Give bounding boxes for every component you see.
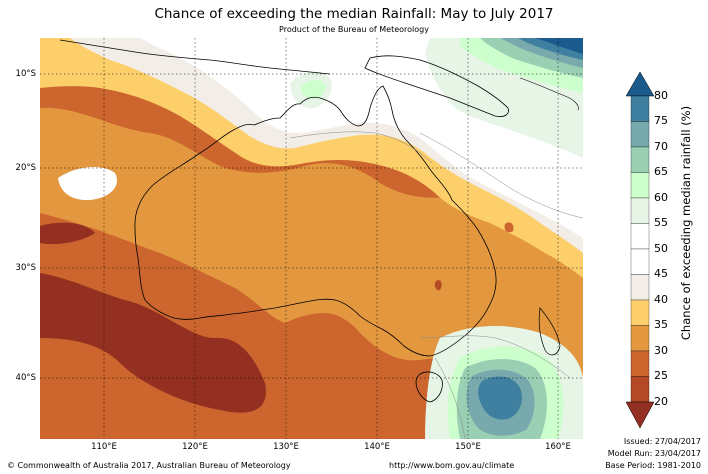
colorbar-tick: 70 — [654, 140, 668, 153]
colorbar-tick: 80 — [654, 89, 668, 102]
colorbar-tick: 35 — [654, 318, 668, 331]
map-subtitle: Product of the Bureau of Meteorology — [279, 25, 429, 34]
se-band-75-80 — [478, 376, 522, 420]
colorbar-top-arrow — [625, 72, 655, 97]
colorbar-tick: 25 — [654, 369, 668, 382]
colorbar-tick: 40 — [654, 293, 668, 306]
rainfall-map-svg — [40, 38, 583, 439]
graticule — [40, 38, 583, 439]
colorbar-tick: 75 — [654, 114, 668, 127]
colorbar-bottom-arrow — [625, 401, 655, 429]
small-blob — [504, 222, 514, 233]
indonesia-coastline — [59, 39, 331, 75]
colorbar-swatch — [630, 376, 650, 403]
copyright-text: © Commonwealth of Australia 2017, Austra… — [7, 461, 291, 470]
new-guinea-coastline — [364, 55, 509, 117]
colorbar-tick: 60 — [654, 191, 668, 204]
colorbar-tick: 55 — [654, 216, 668, 229]
lat-label: 20°S — [15, 163, 36, 173]
colorbar-swatch — [630, 274, 650, 301]
colorbar-swatch — [630, 95, 650, 122]
colorbar-swatch — [630, 248, 650, 275]
lon-label: 150°E — [455, 442, 481, 452]
bom-url-link[interactable]: http://www.bom.gov.au/climate — [389, 461, 515, 470]
colorbar-swatch — [630, 223, 650, 250]
band-45-55-west — [58, 166, 118, 201]
tasmania-coastline — [415, 371, 443, 403]
band-below-20c — [40, 222, 95, 245]
new-zealand-coastline — [538, 307, 561, 356]
colorbar-swatch — [630, 121, 650, 148]
colorbar-tick: 20 — [654, 395, 668, 408]
colorbar-tick: 30 — [654, 344, 668, 357]
solomon-coastline — [519, 77, 579, 111]
map-title: Chance of exceeding the median Rainfall:… — [154, 6, 554, 22]
colorbar-swatch — [630, 146, 650, 173]
australia-coastline — [134, 85, 497, 357]
lat-label: 40°S — [15, 373, 36, 383]
colorbar-tick: 45 — [654, 267, 668, 280]
issued-date: Issued: 27/04/2017 — [623, 437, 701, 446]
small-blob-2 — [434, 280, 442, 291]
lon-label: 130°E — [273, 442, 299, 452]
base-period: Base Period: 1981-2010 — [605, 461, 701, 470]
lon-label: 110°E — [91, 442, 117, 452]
lon-label: 160°E — [545, 442, 571, 452]
contour-lines — [289, 131, 583, 439]
colorbar-swatch — [630, 350, 650, 377]
colorbar-title: Chance of exceeding median rainfall (%) — [679, 105, 693, 341]
lat-label: 30°S — [15, 263, 36, 273]
rainfall-map — [40, 38, 583, 439]
colorbar-swatch — [630, 299, 650, 326]
colorbar — [625, 72, 655, 429]
colorbar-tick: 65 — [654, 165, 668, 178]
lon-label: 140°E — [364, 442, 390, 452]
band-60-65-b — [301, 80, 326, 99]
band-above-80 — [535, 38, 583, 54]
colorbar-swatch — [630, 172, 650, 199]
colorbar-tick: 50 — [654, 242, 668, 255]
lon-label: 120°E — [182, 442, 208, 452]
lat-label: 10°S — [15, 69, 36, 79]
model-run-date: Model Run: 23/04/2017 — [607, 449, 701, 458]
colorbar-swatch — [630, 325, 650, 352]
colorbar-swatch — [630, 197, 650, 224]
